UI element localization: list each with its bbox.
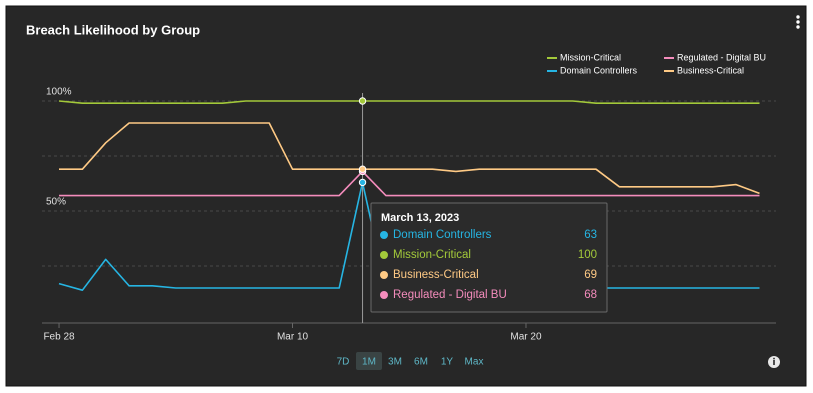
x-tick-label: Mar 10 bbox=[277, 332, 309, 343]
tooltip-value: 68 bbox=[584, 289, 597, 301]
legend-item[interactable]: Domain Controllers bbox=[547, 65, 638, 75]
hover-marker bbox=[358, 165, 367, 173]
tooltip-value: 63 bbox=[584, 229, 597, 241]
tooltip-dot bbox=[380, 251, 388, 259]
range-button[interactable]: Max bbox=[465, 357, 484, 368]
legend-item[interactable]: Business-Critical bbox=[664, 65, 744, 75]
tooltip-dot bbox=[380, 271, 388, 279]
tooltip-dot bbox=[380, 291, 388, 299]
menu-dot bbox=[796, 20, 800, 24]
tooltip-dot bbox=[380, 231, 388, 239]
range-button-label: 7D bbox=[337, 357, 350, 368]
menu-dot bbox=[796, 15, 800, 19]
legend-label: Domain Controllers bbox=[560, 65, 638, 75]
hover-marker bbox=[358, 178, 367, 187]
range-button[interactable]: 1Y bbox=[441, 357, 454, 368]
tooltip-name: Domain Controllers bbox=[393, 229, 492, 241]
chart-title: Breach Likelihood by Group bbox=[26, 22, 200, 37]
tooltip-name: Regulated - Digital BU bbox=[393, 289, 507, 301]
range-button-label: Max bbox=[465, 357, 484, 368]
legend-label: Business-Critical bbox=[677, 65, 744, 75]
menu-dot bbox=[796, 25, 800, 29]
legend-item[interactable]: Mission-Critical bbox=[547, 52, 621, 62]
tooltip-value: 69 bbox=[584, 269, 597, 281]
range-button-label: 1Y bbox=[441, 357, 454, 368]
series-line bbox=[59, 170, 760, 197]
range-button[interactable]: 1M bbox=[356, 352, 382, 370]
tooltip-title: March 13, 2023 bbox=[381, 212, 459, 224]
x-tick-label: Mar 20 bbox=[510, 332, 542, 343]
tooltip-name: Business-Critical bbox=[393, 269, 479, 281]
range-button-label: 6M bbox=[414, 357, 428, 368]
range-button[interactable]: 6M bbox=[414, 357, 428, 368]
hover-marker bbox=[358, 97, 367, 105]
legend-item[interactable]: Regulated - Digital BU bbox=[664, 52, 766, 62]
legend-label: Regulated - Digital BU bbox=[677, 52, 766, 62]
tooltip-value: 100 bbox=[578, 249, 597, 261]
series-line bbox=[58, 100, 760, 104]
info-glyph bbox=[773, 360, 775, 365]
range-button-selected bbox=[356, 352, 382, 370]
series-line bbox=[59, 122, 760, 195]
y-tick-label: 50% bbox=[46, 197, 66, 208]
tooltip-box bbox=[370, 202, 608, 313]
range-button-label: 3M bbox=[388, 357, 402, 368]
range-button[interactable]: 3M bbox=[388, 357, 402, 368]
info-glyph bbox=[773, 357, 775, 360]
legend-label: Mission-Critical bbox=[560, 52, 621, 62]
info-button[interactable] bbox=[768, 356, 780, 368]
tooltip: March 13, 2023 Domain Controllers 63 Missio… bbox=[370, 202, 608, 313]
y-tick-label: 100% bbox=[46, 87, 72, 98]
tooltip-name: Mission-Critical bbox=[393, 249, 471, 261]
x-tick-label: Feb 28 bbox=[43, 332, 75, 343]
menu-button[interactable] bbox=[796, 15, 800, 29]
range-button-label: 1M bbox=[362, 357, 376, 368]
range-button[interactable]: 7D bbox=[337, 357, 350, 368]
